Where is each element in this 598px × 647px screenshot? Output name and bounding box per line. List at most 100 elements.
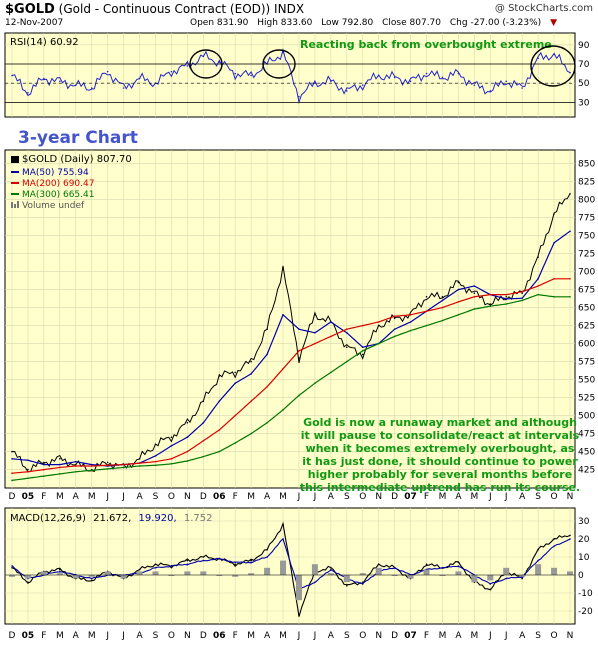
data-point — [234, 382, 236, 385]
annotation-line: it has just done, it should continue to … — [302, 455, 578, 468]
data-point — [553, 213, 555, 215]
x-tick-label: M — [470, 492, 478, 502]
data-point — [457, 314, 460, 316]
y-tick-label: -10 — [578, 589, 593, 599]
data-point — [489, 588, 492, 591]
data-point — [27, 470, 29, 473]
x-tick-label: J — [121, 492, 125, 502]
x-tick-label: D — [9, 631, 16, 641]
data-point — [489, 305, 492, 307]
data-point — [186, 450, 189, 453]
data-point — [537, 57, 539, 60]
data-point — [266, 353, 268, 356]
macd-legend-name: MACD(12,26,9) — [10, 513, 86, 524]
y-tick-label: 525 — [578, 394, 595, 404]
data-point — [27, 468, 29, 471]
x-tick-label: A — [73, 492, 80, 502]
x-tick-label: 05 — [22, 631, 35, 641]
x-tick-label: J — [313, 492, 317, 502]
data-point — [11, 472, 13, 475]
x-tick-label: M — [470, 631, 478, 641]
annotation-line: it will pause to consolidate/react at in… — [301, 429, 580, 442]
data-point — [106, 461, 109, 464]
data-point — [346, 360, 348, 363]
y-tick-label: 750 — [578, 232, 595, 242]
data-point — [298, 95, 300, 98]
data-point — [59, 80, 61, 83]
series-line — [11, 47, 571, 105]
data-point — [425, 310, 428, 313]
data-point — [553, 545, 555, 547]
x-tick-label: M — [56, 492, 64, 502]
x-tick-label: D — [391, 492, 398, 502]
data-point — [346, 346, 348, 349]
histogram-bar — [232, 575, 239, 577]
data-point — [43, 468, 45, 471]
axes-layer: 30 50 70 90 425 450 475 500 525 550 575 600 625 650 67… — [9, 41, 596, 641]
x-tick-label: D — [200, 631, 207, 641]
data-point — [170, 445, 173, 447]
data-point — [218, 429, 221, 431]
y-tick-label: 450 — [578, 448, 595, 458]
data-point — [250, 400, 252, 403]
histogram-bar — [391, 575, 398, 576]
x-tick-label: O — [551, 631, 558, 641]
histogram-bar — [72, 575, 79, 579]
rsi-panel — [4, 32, 576, 118]
symbol: $GOLD — [5, 2, 55, 17]
brand-link[interactable]: @ StockCharts.com — [494, 3, 593, 14]
data-point — [377, 321, 380, 323]
data-point — [11, 74, 13, 77]
ma200-legend: MA(200) 690.47 — [22, 179, 94, 189]
data-point — [138, 458, 141, 460]
y-tick-label: 850 — [578, 160, 595, 170]
y-tick-label: 90 — [578, 41, 590, 51]
annotation-line: Gold is now a runaway market and althoug… — [303, 416, 577, 429]
x-tick-label: 06 — [213, 492, 226, 502]
data-point — [74, 463, 77, 466]
x-tick-label: J — [504, 631, 508, 641]
x-tick-label: S — [344, 492, 350, 502]
x-tick-label: A — [264, 631, 271, 641]
data-point — [90, 463, 93, 466]
x-tick-label: A — [519, 492, 526, 502]
data-point — [569, 71, 571, 74]
data-point — [521, 292, 523, 295]
data-point — [282, 51, 284, 54]
data-point — [43, 463, 45, 466]
data-point — [170, 463, 173, 465]
data-point — [537, 256, 539, 259]
data-point — [154, 563, 157, 565]
x-tick-label: A — [136, 492, 143, 502]
x-tick-label: J — [488, 492, 492, 502]
data-point — [521, 87, 523, 89]
data-point — [569, 193, 571, 195]
data-point — [489, 293, 492, 296]
x-tick-label: F — [233, 492, 238, 502]
data-point — [425, 563, 428, 565]
histogram-bar — [56, 573, 63, 575]
y-tick-label: 575 — [578, 358, 595, 368]
data-point — [537, 278, 539, 280]
data-point — [553, 296, 555, 298]
data-point — [330, 321, 332, 323]
data-point — [393, 76, 396, 79]
macd-legend-value: 21.672, — [93, 513, 131, 524]
histogram-bar — [551, 567, 558, 575]
data-point — [457, 301, 460, 303]
data-point — [361, 84, 364, 86]
x-tick-label: N — [184, 492, 191, 502]
data-point — [441, 296, 444, 298]
x-tick-label: O — [359, 492, 366, 502]
data-point — [59, 463, 61, 466]
x-tick-label: M — [56, 631, 64, 641]
x-tick-label: N — [567, 492, 574, 502]
x-tick-label: N — [375, 492, 382, 502]
x-tick-label: M — [279, 631, 287, 641]
data-point — [346, 332, 348, 334]
histogram-bar — [152, 571, 159, 575]
data-point — [218, 400, 221, 403]
histogram-bar — [24, 575, 31, 579]
data-point — [266, 422, 268, 424]
data-point — [250, 373, 252, 375]
